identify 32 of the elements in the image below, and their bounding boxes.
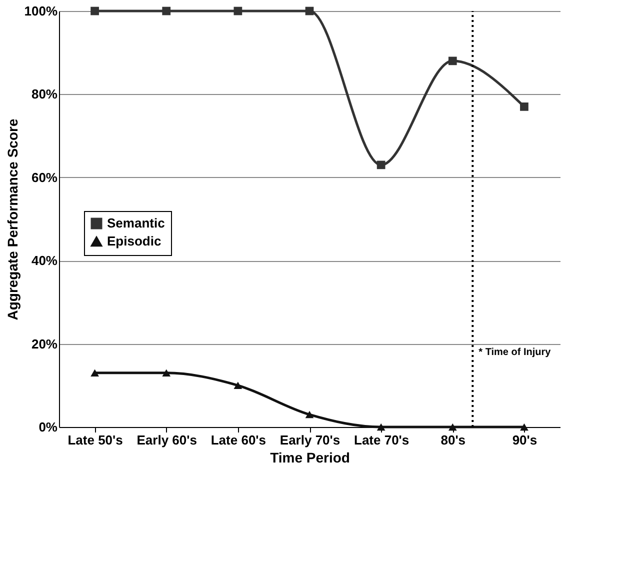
point [234, 6, 242, 16]
x-tick-label: Late 60's [210, 432, 266, 448]
y-axis-title: Aggregate Performance Score [4, 118, 20, 320]
legend-label: Semantic [107, 216, 165, 230]
y-tick-label: 40% [31, 253, 58, 268]
y-tick-label: 20% [31, 336, 58, 352]
ref-line-label: * Time of Injury [478, 347, 552, 358]
x-tick-label: 80's [440, 432, 466, 448]
legend-label: Episodic [107, 234, 162, 248]
y-tick-label: 0% [38, 420, 58, 434]
x-tick-label: 90's [512, 432, 538, 448]
y-tick-label: 100% [24, 4, 58, 18]
point [90, 369, 99, 377]
point [520, 102, 528, 111]
x-tick-label: Early 70's [280, 432, 340, 448]
x-axis-title: Time Period [270, 450, 350, 466]
point [90, 6, 99, 16]
x-tick-label: Late 50's [68, 432, 123, 448]
point [376, 160, 386, 170]
point [520, 423, 528, 431]
point [234, 382, 242, 390]
x-tick-label: Early 60's [136, 432, 197, 448]
point [305, 6, 314, 16]
point [448, 423, 457, 431]
point [448, 56, 457, 66]
y-tick-label: 80% [31, 86, 58, 102]
y-tick-label: 60% [31, 170, 58, 185]
point [376, 423, 386, 431]
point [162, 369, 171, 377]
point [305, 410, 314, 418]
x-tick-label: Late 70's [354, 432, 410, 448]
point [162, 6, 171, 16]
